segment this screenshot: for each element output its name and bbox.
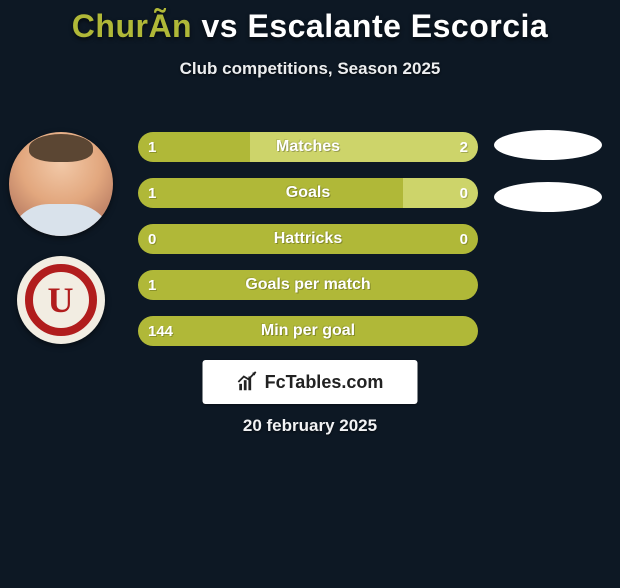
brand-text: FcTables.com xyxy=(265,372,384,393)
stat-bar-row: 10Goals xyxy=(138,178,478,208)
bar-fill-left xyxy=(138,316,478,346)
bar-fill-right xyxy=(403,178,478,208)
placeholder-slot xyxy=(494,130,602,160)
chart-icon xyxy=(237,371,259,393)
stat-bar-row: 144Min per goal xyxy=(138,316,478,346)
right-placeholder-slots xyxy=(494,130,602,212)
page-title: ChurÃ­n vs Escalante Escorcia xyxy=(0,8,620,45)
stat-bar-row: 1Goals per match xyxy=(138,270,478,300)
player1-name: ChurÃ­n xyxy=(72,8,192,44)
bar-fill-left xyxy=(138,178,403,208)
placeholder-slot xyxy=(494,182,602,212)
player-avatar xyxy=(9,132,113,236)
club-letter: U xyxy=(25,264,97,336)
player2-name: Escalante Escorcia xyxy=(247,8,548,44)
stat-bar-row: 00Hattricks xyxy=(138,224,478,254)
date: 20 february 2025 xyxy=(0,416,620,436)
subtitle: Club competitions, Season 2025 xyxy=(0,59,620,79)
left-avatars: U xyxy=(8,132,113,344)
bar-fill-left xyxy=(138,224,478,254)
bar-fill-left xyxy=(138,270,478,300)
title-vs: vs xyxy=(201,8,238,44)
club-badge: U xyxy=(17,256,105,344)
bar-fill-left xyxy=(138,132,250,162)
bar-fill-right xyxy=(250,132,478,162)
stat-bars: 12Matches 10Goals 00Hattricks 1Goals per ma… xyxy=(138,132,478,346)
stat-bar-row: 12Matches xyxy=(138,132,478,162)
brand-badge: FcTables.com xyxy=(203,360,418,404)
